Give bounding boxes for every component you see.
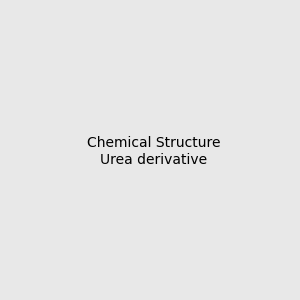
- Text: Chemical Structure
Urea derivative: Chemical Structure Urea derivative: [87, 136, 220, 166]
